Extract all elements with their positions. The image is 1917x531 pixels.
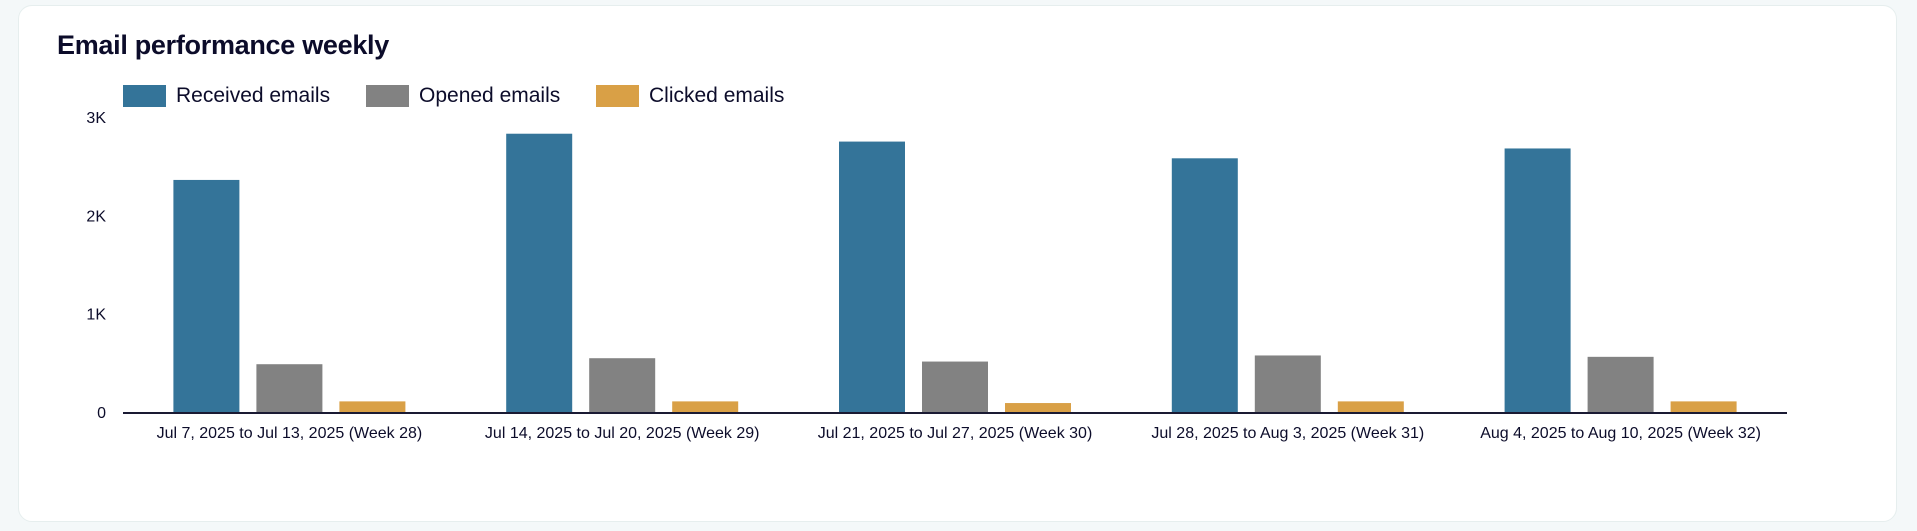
chart-card: Email performance weekly [18, 5, 1897, 522]
bar-received-emails [1171, 158, 1238, 412]
bar-received-emails [173, 179, 240, 412]
bar-clicked-emails [1670, 401, 1737, 412]
bar-opened-emails [256, 364, 323, 412]
x-tick-label: Jul 7, 2025 to Jul 13, 2025 (Week 28) [157, 425, 423, 442]
bar-received-emails [506, 133, 573, 412]
legend-item-opened[interactable]: Opened emails [366, 84, 560, 108]
bar-opened-emails [922, 361, 988, 412]
x-tick-label: Aug 4, 2025 to Aug 10, 2025 (Week 32) [1480, 425, 1761, 442]
bar-clicked-emails [1005, 403, 1071, 412]
y-tick-label: 2K [86, 208, 106, 225]
bar-opened-emails [1587, 356, 1654, 412]
legend-swatch-opened [366, 85, 409, 107]
x-tick-label: Jul 21, 2025 to Jul 27, 2025 (Week 30) [818, 425, 1093, 442]
y-tick-label: 3K [86, 110, 106, 127]
x-tick-label: Jul 28, 2025 to Aug 3, 2025 (Week 31) [1151, 425, 1424, 442]
legend-item-clicked[interactable]: Clicked emails [596, 84, 784, 108]
bar-opened-emails [1254, 355, 1321, 412]
legend-label: Clicked emails [649, 84, 785, 107]
bar-clicked-emails [672, 401, 739, 412]
legend-item-received[interactable]: Received emails [123, 84, 330, 108]
legend-label: Received emails [176, 84, 331, 107]
y-tick-label: 1K [86, 307, 106, 324]
bar-clicked-emails [339, 401, 406, 412]
y-tick-label: 0 [97, 405, 106, 422]
bar-received-emails [1504, 148, 1571, 412]
bar-received-emails [839, 141, 905, 413]
chart-title: Email performance weekly [57, 30, 389, 60]
bar-opened-emails [589, 358, 656, 412]
legend-label: Opened emails [419, 84, 561, 107]
legend-swatch-clicked [596, 85, 639, 107]
legend-swatch-received [123, 85, 166, 107]
bar-clicked-emails [1337, 401, 1404, 412]
x-tick-label: Jul 14, 2025 to Jul 20, 2025 (Week 29) [485, 425, 760, 442]
